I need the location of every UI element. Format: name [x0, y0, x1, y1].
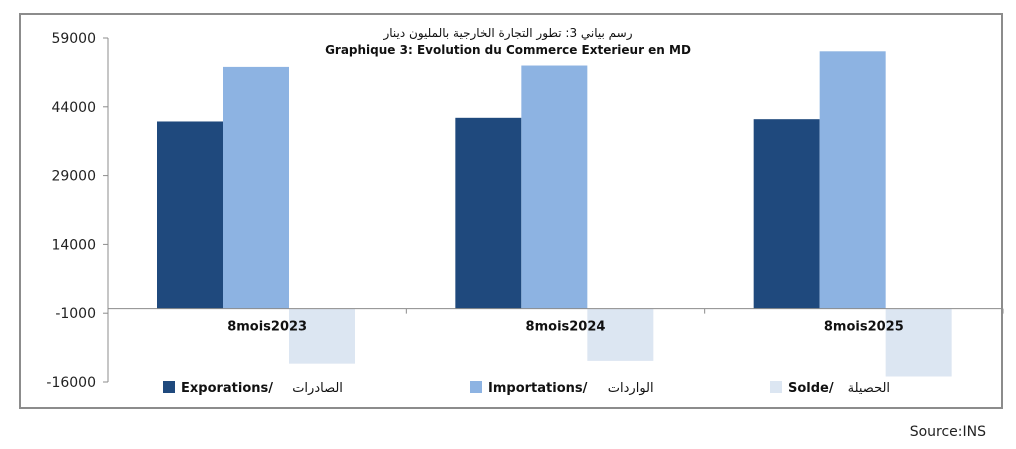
y-tick-label: 14000	[51, 237, 96, 253]
source-note: Source:INS	[909, 424, 986, 440]
legend-swatch	[163, 381, 175, 393]
bar-exports	[753, 119, 820, 309]
legend-label-ar: الحصيلة	[848, 381, 890, 396]
bar-imports	[521, 65, 588, 309]
y-tick-label: -16000	[46, 375, 96, 391]
category-label: 8mois2024	[526, 320, 606, 335]
bar-exports	[157, 121, 223, 309]
y-tick-label: 29000	[51, 169, 96, 185]
y-tick-label: -1000	[55, 306, 96, 322]
category-label: 8mois2025	[824, 320, 904, 335]
bar-imports	[819, 51, 886, 309]
chart-title: رسم بياني 3: تطور التجارة الخارجية بالمل…	[382, 26, 632, 41]
chart-subtitle: Graphique 3: Evolution du Commerce Exter…	[325, 43, 691, 57]
legend-label-ar: الواردات	[608, 381, 654, 396]
legend-swatch	[770, 381, 782, 393]
bar-balance	[885, 308, 952, 377]
category-label: 8mois2023	[227, 320, 307, 335]
bar-balance	[289, 308, 355, 364]
y-tick-label: 44000	[51, 100, 96, 116]
legend-label-fr: Importations/	[488, 381, 588, 396]
legend-label-fr: Solde/	[788, 381, 834, 396]
bar-exports	[455, 117, 522, 309]
legend-label-ar: الصادرات	[292, 381, 343, 396]
bar-balance	[587, 308, 654, 361]
legend-swatch	[470, 381, 482, 393]
legend-label-fr: Exporations/	[181, 381, 273, 396]
y-tick-label: 59000	[51, 31, 96, 47]
bar-imports	[223, 66, 289, 309]
